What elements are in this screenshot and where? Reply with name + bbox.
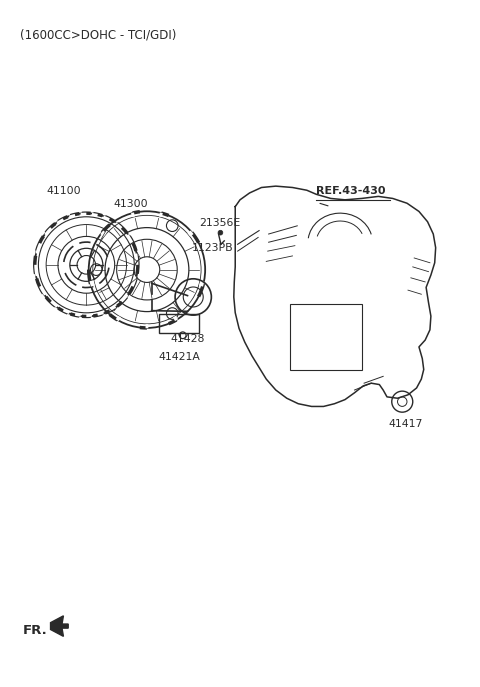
Text: 21356E: 21356E — [199, 218, 240, 228]
Polygon shape — [50, 616, 68, 636]
Text: (1600CC>DOHC - TCI/GDI): (1600CC>DOHC - TCI/GDI) — [21, 29, 177, 42]
Text: 41421A: 41421A — [159, 352, 201, 362]
Text: FR.: FR. — [23, 624, 48, 638]
Text: 41300: 41300 — [114, 199, 148, 209]
Text: 1123PB: 1123PB — [192, 243, 234, 253]
Text: 41100: 41100 — [47, 186, 81, 196]
Text: 41417: 41417 — [388, 419, 422, 429]
Text: REF.43-430: REF.43-430 — [316, 186, 386, 196]
Ellipse shape — [218, 230, 223, 235]
Text: 41428: 41428 — [171, 334, 205, 344]
Bar — [290, 304, 362, 370]
Bar — [159, 314, 199, 333]
